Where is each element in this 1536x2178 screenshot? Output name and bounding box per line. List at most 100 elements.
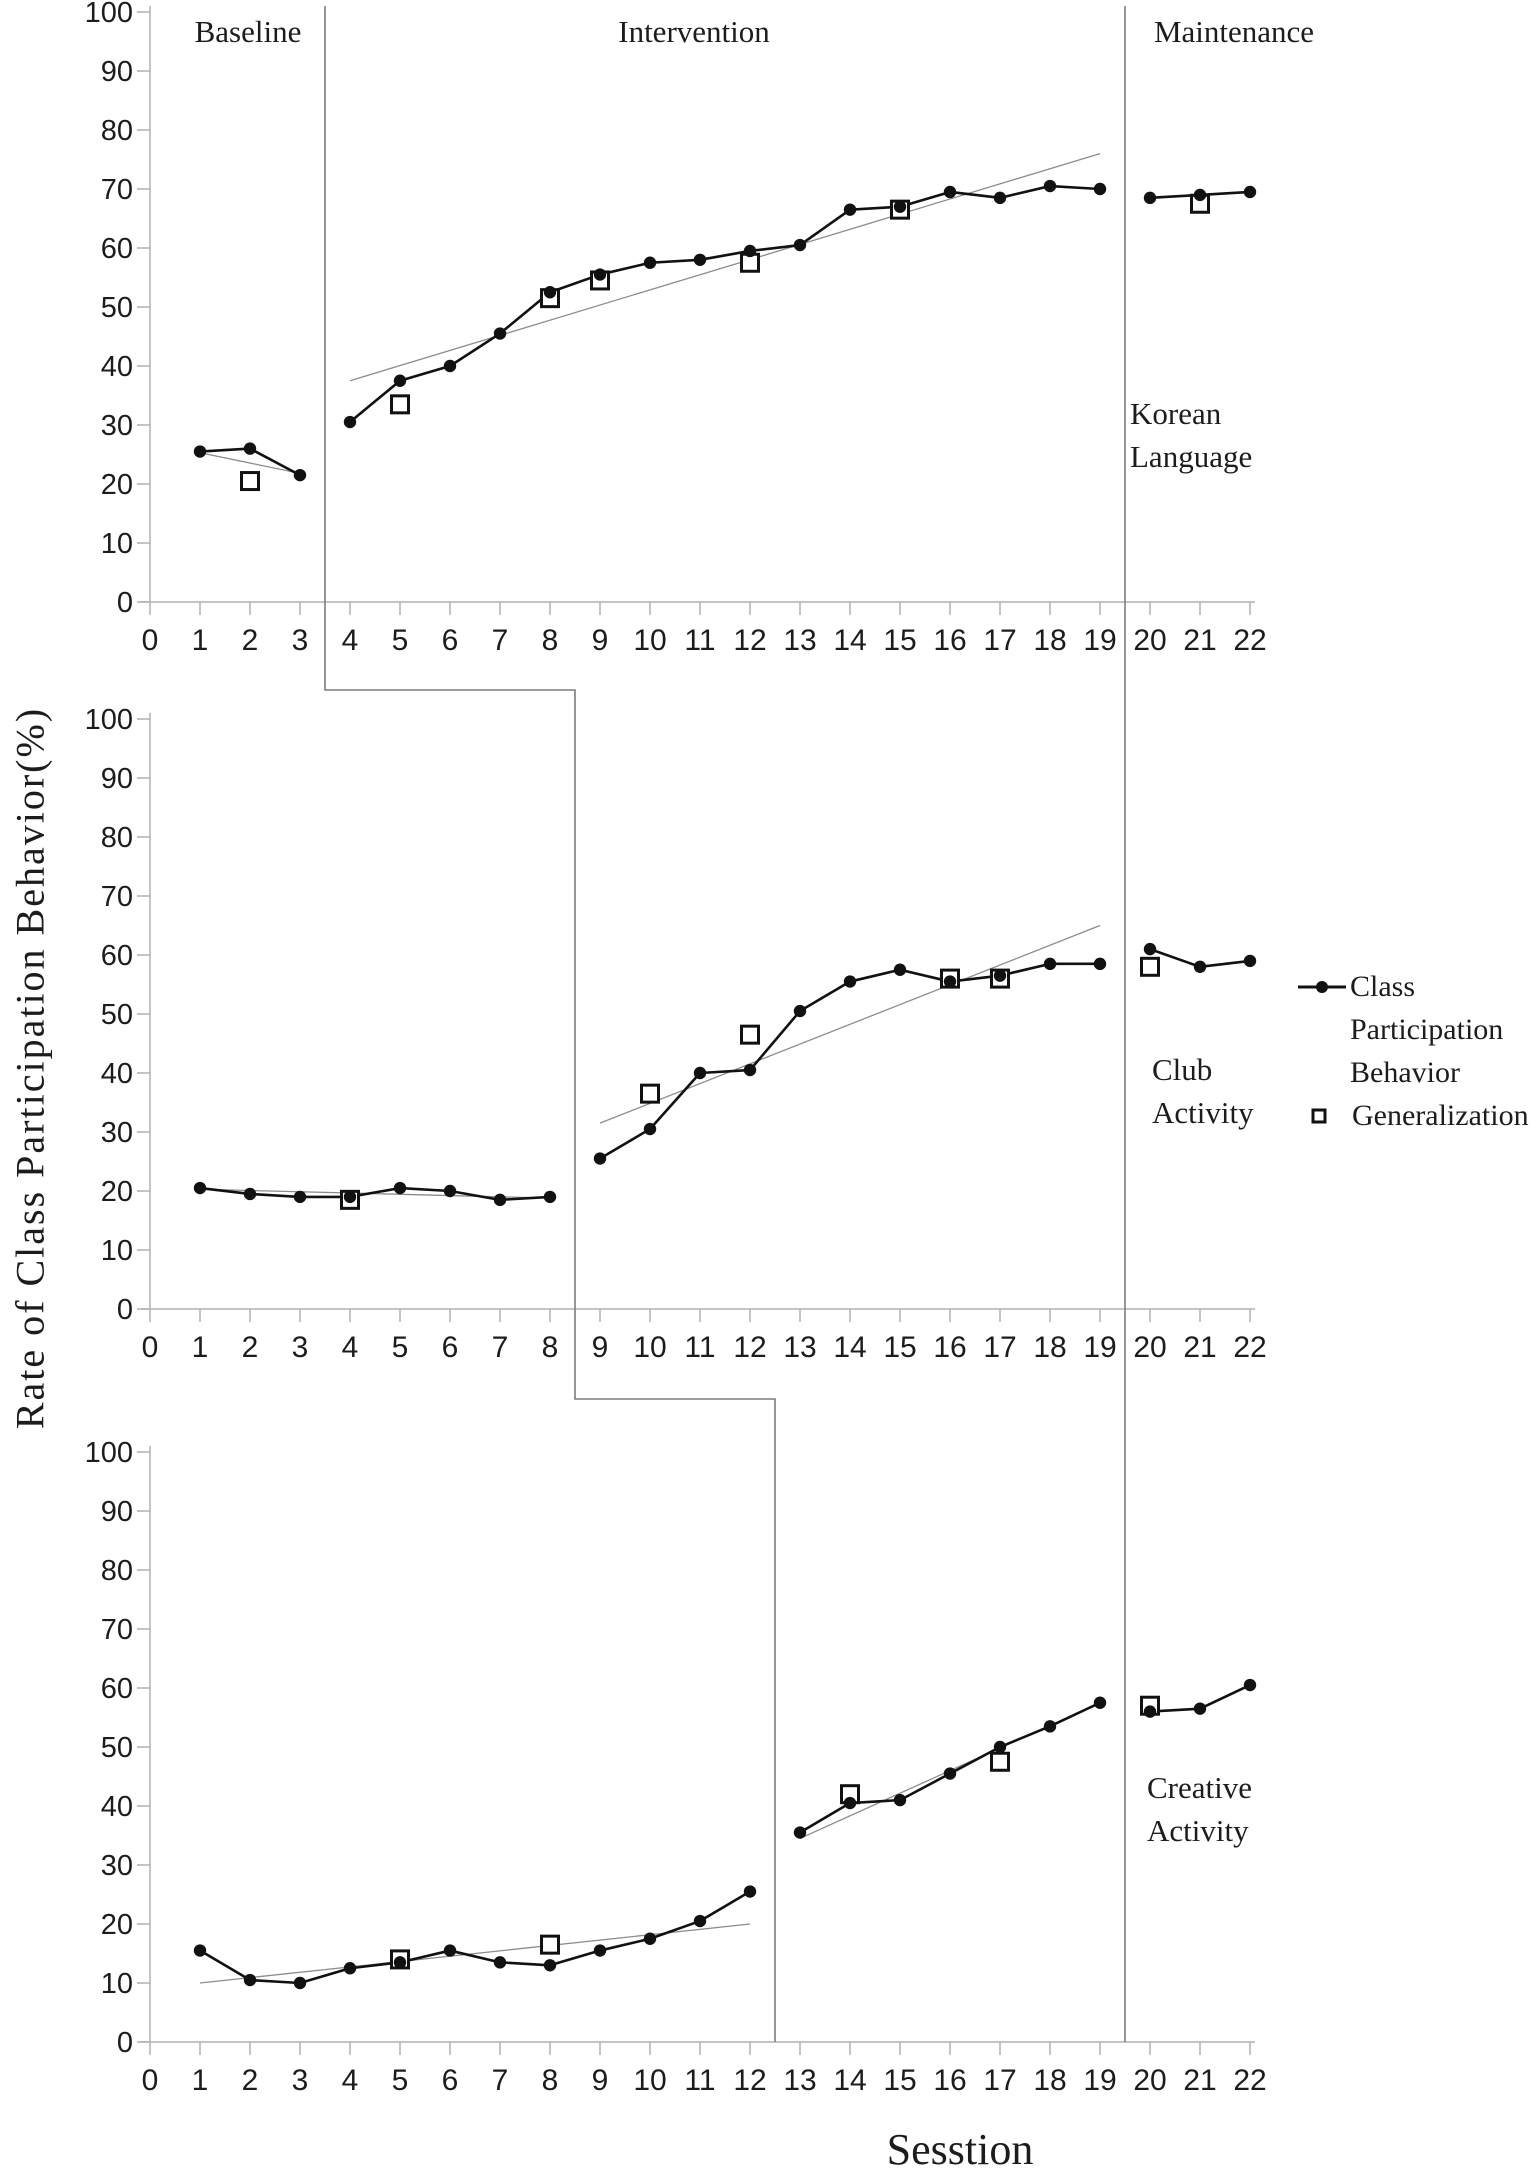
generalization-square-marker [740, 1024, 760, 1045]
x-tick-label: 9 [592, 1331, 609, 1364]
x-tick-label: 1 [192, 624, 209, 657]
behavior-dot-marker [643, 1122, 657, 1136]
behavior-dot-marker [893, 1793, 907, 1807]
behavior-dot-marker [593, 1152, 607, 1165]
x-tick-label: 20 [1133, 2064, 1166, 2097]
legend: Class Participation Behavior Generalizat… [1297, 965, 1529, 1137]
x-tick-label: 12 [733, 1331, 766, 1364]
x-axis-title: Sesstion [886, 2125, 1034, 2174]
behavior-dot-marker [293, 1976, 307, 1990]
y-tick-label: 80 [101, 1555, 133, 1587]
behavior-dot-marker [443, 359, 457, 373]
y-tick-label: 20 [101, 1909, 133, 1941]
behavior-dot-marker [493, 1956, 507, 1969]
y-tick-label: 60 [101, 233, 133, 265]
y-tick-label: 40 [101, 351, 133, 383]
behavior-dot-marker [243, 442, 257, 455]
y-tick-label: 50 [101, 292, 133, 324]
phase-boundary-step-line [324, 6, 776, 2042]
y-tick-label: 10 [101, 528, 133, 560]
y-tick-label: 90 [101, 56, 133, 88]
x-tick-label: 2 [242, 624, 259, 657]
behavior-dot-marker [1193, 960, 1207, 973]
x-tick-label: 3 [292, 624, 309, 657]
y-tick-label: 50 [101, 1732, 133, 1764]
generalization-square-marker [640, 1083, 660, 1104]
behavior-dot-marker [943, 975, 957, 988]
y-tick-label: 70 [101, 1614, 133, 1646]
trend-line [349, 152, 1101, 382]
trend-line [199, 1923, 751, 1984]
x-tick-label: 8 [542, 2064, 559, 2097]
y-axis-title: Rate of Class Participation Behavior(%) [7, 706, 53, 1430]
behavior-dot-marker [243, 1973, 257, 1987]
x-tick-label: 20 [1133, 1331, 1166, 1364]
trend-line [199, 452, 301, 475]
behavior-dot-marker [1143, 942, 1157, 956]
behavior-dot-marker [1143, 1705, 1157, 1718]
y-tick-label: 80 [101, 822, 133, 854]
y-tick-label: 90 [101, 1496, 133, 1528]
behavior-dot-marker [693, 1914, 707, 1928]
x-tick-label: 16 [933, 2064, 966, 2097]
x-tick-label: 15 [883, 624, 916, 657]
behavior-dot-marker [543, 1190, 557, 1204]
x-tick-label: 9 [592, 2064, 609, 2097]
behavior-dot-marker [743, 1885, 757, 1898]
x-tick-label: 0 [142, 624, 159, 657]
x-tick-label: 6 [442, 2064, 459, 2097]
x-tick-label: 18 [1033, 624, 1066, 657]
x-tick-label: 14 [833, 2064, 866, 2097]
condition-label-korean-language: Korean Language [1130, 392, 1252, 478]
x-tick-label: 21 [1183, 2064, 1216, 2097]
behavior-dot-marker [843, 975, 857, 988]
y-tick-label: 80 [101, 115, 133, 147]
x-tick-label: 3 [292, 1331, 309, 1364]
x-tick-label: 10 [633, 2064, 666, 2097]
behavior-line [199, 1890, 751, 1985]
x-tick-label: 14 [833, 624, 866, 657]
behavior-dot-marker [993, 969, 1007, 982]
behavior-dot-marker [1093, 957, 1107, 971]
x-tick-label: 22 [1233, 1331, 1266, 1364]
y-tick-label: 20 [101, 1176, 133, 1208]
y-tick-label: 0 [117, 1294, 133, 1326]
x-tick-label: 8 [542, 1331, 559, 1364]
y-tick-label: 70 [101, 174, 133, 206]
x-tick-label: 15 [883, 2064, 916, 2097]
legend-item-generalization-label: Generalization [1352, 1099, 1529, 1132]
y-tick-label: 10 [101, 1235, 133, 1267]
x-tick-label: 21 [1183, 624, 1216, 657]
generalization-square-marker [540, 1934, 560, 1955]
x-tick-label: 8 [542, 624, 559, 657]
x-tick-label: 17 [983, 624, 1016, 657]
behavior-dot-marker [893, 963, 907, 976]
behavior-dot-marker [343, 415, 357, 429]
behavior-dot-marker [343, 1962, 357, 1975]
x-tick-label: 10 [633, 1331, 666, 1364]
y-tick-label: 60 [101, 940, 133, 972]
behavior-dot-marker [193, 445, 207, 458]
behavior-dot-marker [193, 1181, 207, 1195]
legend-item-behavior-label: Class Participation Behavior [1350, 965, 1503, 1094]
behavior-dot-marker [1043, 957, 1057, 971]
x-tick-label: 12 [733, 2064, 766, 2097]
legend-item-generalization: Generalization [1297, 1094, 1529, 1137]
generalization-square-marker [390, 394, 410, 415]
behavior-dot-marker [843, 203, 857, 216]
behavior-dot-marker [793, 238, 807, 252]
y-tick-label: 70 [101, 881, 133, 913]
y-tick-label: 40 [101, 1058, 133, 1090]
legend-text-line: Behavior [1350, 1056, 1460, 1089]
x-tick-label: 19 [1083, 624, 1116, 657]
x-tick-label: 21 [1183, 1331, 1216, 1364]
generalization-square-marker [990, 1751, 1010, 1772]
behavior-dot-marker [1043, 179, 1057, 193]
behavior-dot-marker [293, 1190, 307, 1204]
behavior-dot-marker [543, 1959, 557, 1972]
x-tick-label: 16 [933, 1331, 966, 1364]
condition-line: Activity [1147, 1813, 1249, 1848]
x-tick-label: 16 [933, 624, 966, 657]
